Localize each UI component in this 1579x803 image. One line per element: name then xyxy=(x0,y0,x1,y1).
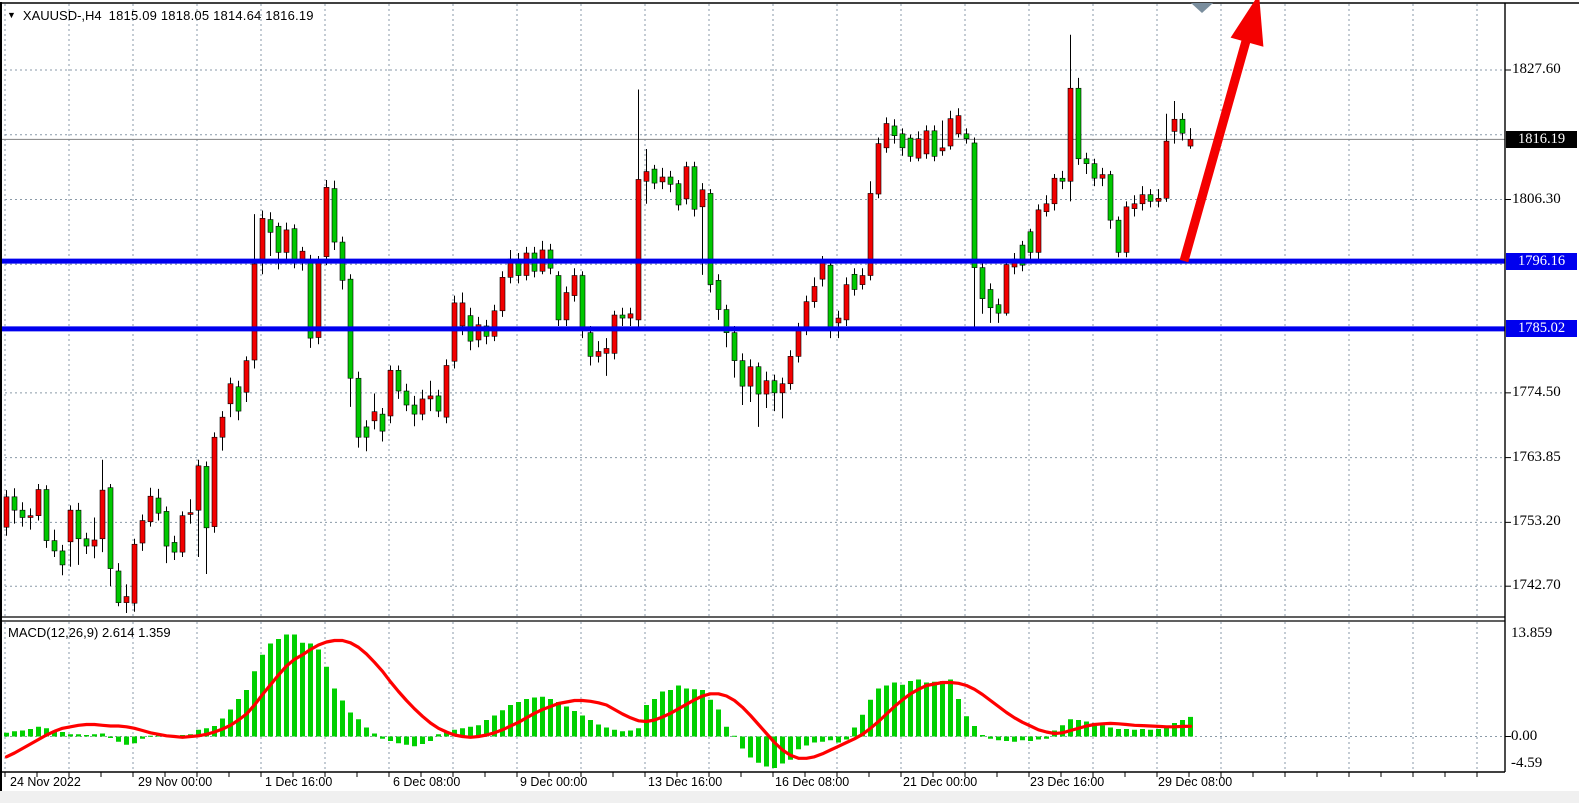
time-tick-label: 29 Nov 00:00 xyxy=(137,774,212,789)
symbol-dropdown-icon[interactable]: ▼ xyxy=(7,10,16,20)
candles-layer xyxy=(3,34,1194,613)
price-tick-label: 1774.50 xyxy=(1512,383,1561,400)
macd-signal-value: 1.359 xyxy=(138,625,171,640)
price-tick-label: 1753.20 xyxy=(1512,513,1561,530)
current-price-tag: 1816.19 xyxy=(1506,130,1577,148)
grid-layer xyxy=(0,4,1505,772)
macd-tick-label: 0.00 xyxy=(1511,728,1538,744)
chart-title: ▼ XAUUSD-,H4 1815.09 1818.05 1814.64 181… xyxy=(7,8,314,23)
time-tick-label: 9 Dec 00:00 xyxy=(520,774,588,789)
support-price-tag: 1785.02 xyxy=(1506,320,1577,338)
macd-signal-line xyxy=(4,638,1193,760)
chart-end-marker-icon xyxy=(1191,3,1213,13)
macd-tick-label: -4.59 xyxy=(1511,754,1543,771)
price-tick-label: 1827.60 xyxy=(1512,61,1561,77)
price-tick-label: 1742.70 xyxy=(1512,577,1561,594)
resistance-price-tag: 1796.16 xyxy=(1506,252,1577,270)
time-tick-label: 1 Dec 16:00 xyxy=(265,774,333,789)
ohlc-values: 1815.09 1818.05 1814.64 1816.19 xyxy=(108,8,314,23)
window-bottom-strip xyxy=(0,791,1579,803)
price-tick-label: 1806.30 xyxy=(1512,190,1561,207)
macd-layer xyxy=(4,634,1193,768)
time-tick-label: 16 Dec 08:00 xyxy=(775,774,850,789)
time-tick-label: 23 Dec 16:00 xyxy=(1030,774,1105,789)
time-tick-label: 6 Dec 08:00 xyxy=(392,774,460,789)
macd-indicator-label: MACD(12,26,9) 2.614 1.359 xyxy=(8,625,171,640)
macd-tick-label: 13.859 xyxy=(1511,624,1553,641)
time-tick-label: 24 Nov 2022 xyxy=(10,774,81,789)
price-tick-label: 1763.85 xyxy=(1512,448,1561,465)
time-tick-label: 29 Dec 08:00 xyxy=(1157,774,1232,789)
symbol-timeframe-label: XAUUSD-,H4 xyxy=(22,8,102,23)
time-tick-label: 21 Dec 00:00 xyxy=(902,774,977,789)
macd-main-value: 2.614 xyxy=(101,625,135,640)
time-tick-label: 13 Dec 16:00 xyxy=(647,774,722,789)
trend-arrow xyxy=(1179,0,1264,263)
